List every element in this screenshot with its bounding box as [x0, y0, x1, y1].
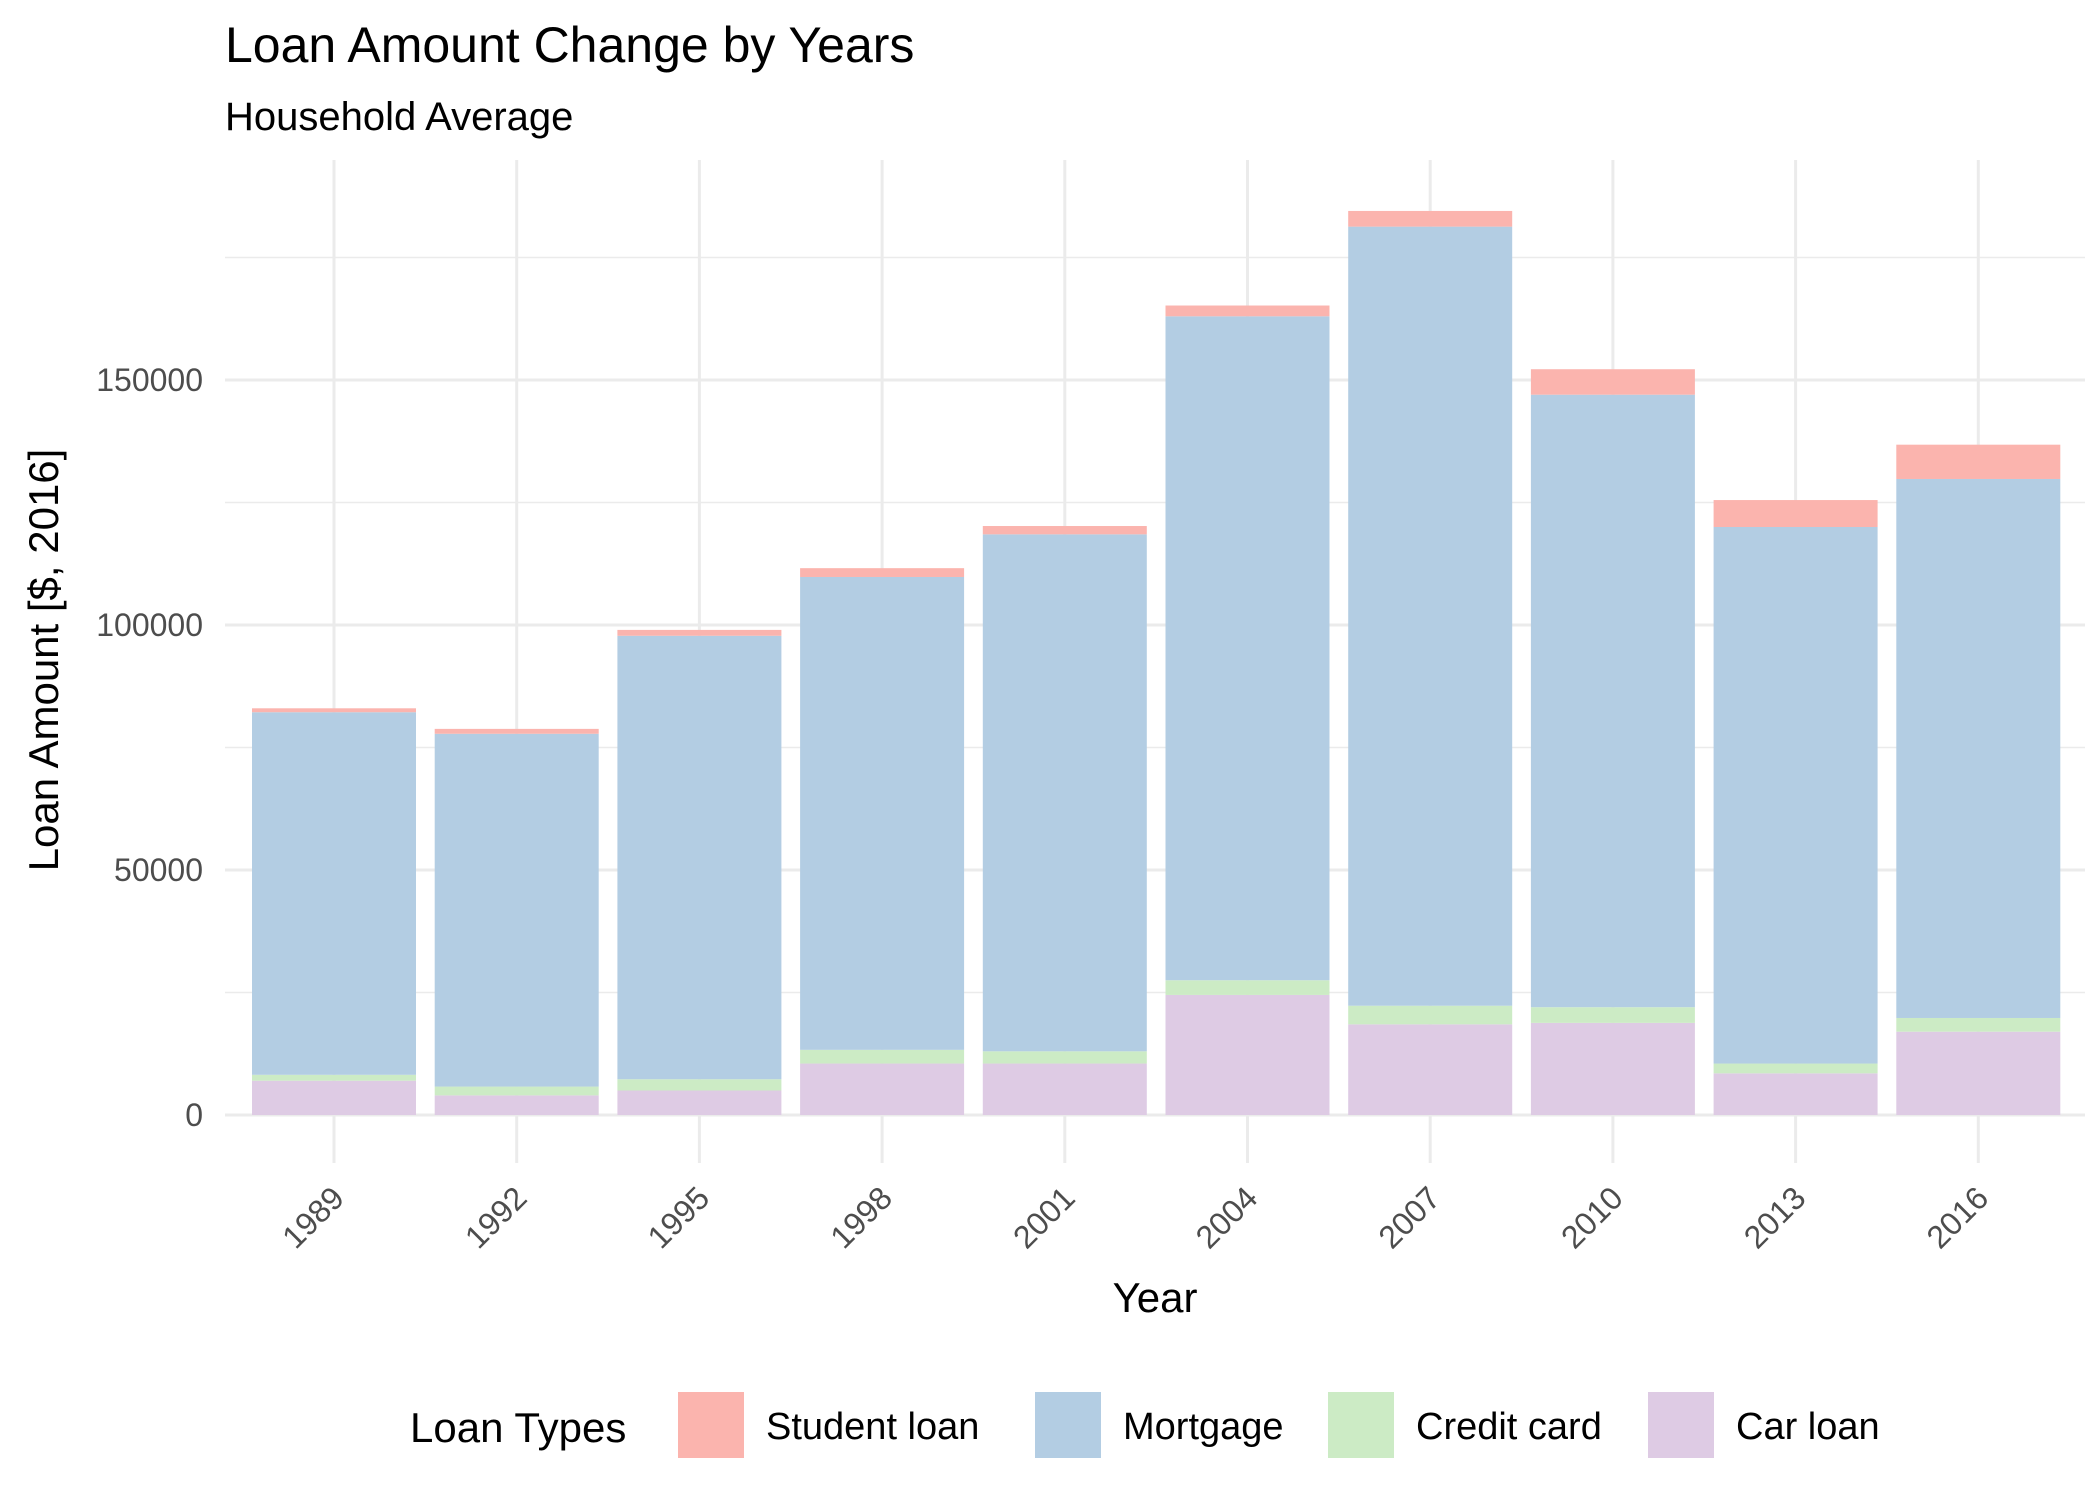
bar-student-loan-1998: [800, 568, 965, 577]
bar-credit-card-2013: [1713, 1063, 1878, 1074]
x-tick-label: 2010: [1554, 1179, 1630, 1255]
bar-student-loan-1989: [252, 708, 416, 713]
x-tick-label: 1992: [458, 1179, 534, 1255]
bar-credit-card-1989: [252, 1074, 416, 1081]
bar-student-loan-2013: [1713, 500, 1878, 527]
bar-car-loan-1989: [252, 1080, 416, 1115]
bar-car-loan-2010: [1530, 1022, 1695, 1115]
bar-mortgage-2001: [982, 534, 1147, 1052]
bar-mortgage-1992: [434, 733, 599, 1087]
legend-label-mortgage: Mortgage: [1123, 1406, 1284, 1448]
bar-student-loan-2007: [1348, 210, 1513, 227]
bar-student-loan-1992: [434, 728, 599, 734]
bar-student-loan-2004: [1165, 305, 1330, 317]
bar-credit-card-2007: [1348, 1005, 1513, 1025]
y-tick-label: 150000: [96, 362, 203, 398]
bar-credit-card-2016: [1896, 1017, 2061, 1032]
bar-student-loan-2016: [1896, 444, 2061, 479]
bar-car-loan-1998: [800, 1063, 965, 1115]
x-axis-ticks: 1989 1992 1995 1998 2001 2004 2007 2010 2013 2016: [275, 1179, 1995, 1255]
bar-credit-card-2001: [982, 1051, 1147, 1064]
bar-car-loan-2001: [982, 1063, 1147, 1115]
x-tick-label: 2016: [1919, 1179, 1995, 1255]
bar-car-loan-2016: [1896, 1031, 2061, 1115]
chart-subtitle: Household Average: [225, 95, 573, 139]
bar-mortgage-1995: [617, 635, 782, 1080]
bar-credit-card-2010: [1530, 1007, 1695, 1023]
bar-student-loan-1995: [617, 629, 782, 636]
bar-car-loan-2004: [1165, 994, 1330, 1115]
legend-key-credit-card: [1328, 1392, 1394, 1458]
y-axis-title: Loan Amount [$, 2016]: [20, 449, 67, 872]
y-tick-label: 50000: [114, 852, 203, 888]
chart-title: Loan Amount Change by Years: [225, 17, 914, 73]
legend-label-credit-card: Credit card: [1416, 1406, 1602, 1448]
bar-mortgage-2010: [1530, 394, 1695, 1008]
legend-label-car-loan: Car loan: [1736, 1406, 1880, 1448]
bar-credit-card-1992: [434, 1086, 599, 1096]
legend-key-student-loan: [678, 1392, 744, 1458]
bar-credit-card-1998: [800, 1049, 965, 1064]
bar-car-loan-1995: [617, 1090, 782, 1115]
y-axis-ticks: 0 50000 100000 150000: [96, 362, 203, 1133]
bar-credit-card-1995: [617, 1079, 782, 1091]
bar-mortgage-2016: [1896, 478, 2061, 1018]
bar-car-loan-2013: [1713, 1073, 1878, 1115]
legend-key-car-loan: [1648, 1392, 1714, 1458]
bars: [252, 210, 2061, 1115]
bar-car-loan-2007: [1348, 1024, 1513, 1115]
legend-key-mortgage: [1035, 1392, 1101, 1458]
bar-mortgage-2007: [1348, 226, 1513, 1006]
bar-student-loan-2010: [1530, 369, 1695, 395]
x-tick-label: 2013: [1737, 1179, 1813, 1255]
legend: Loan Types Student loan Mortgage Credit ca…: [410, 1392, 1880, 1458]
x-tick-label: 1998: [823, 1179, 899, 1255]
x-tick-label: 2004: [1189, 1179, 1265, 1255]
bar-mortgage-2004: [1165, 316, 1330, 981]
bar-car-loan-1992: [434, 1095, 599, 1115]
x-tick-label: 1995: [641, 1179, 717, 1255]
y-tick-label: 0: [185, 1097, 203, 1133]
bar-mortgage-1989: [252, 712, 416, 1075]
legend-title: Loan Types: [410, 1404, 626, 1451]
bar-student-loan-2001: [982, 526, 1147, 535]
legend-label-student-loan: Student loan: [766, 1406, 979, 1448]
x-axis-title: Year: [1113, 1274, 1198, 1321]
y-tick-label: 100000: [96, 607, 203, 643]
x-tick-label: 1989: [275, 1179, 351, 1255]
bar-mortgage-2013: [1713, 527, 1878, 1064]
x-tick-label: 2001: [1006, 1179, 1082, 1255]
bar-mortgage-1998: [800, 576, 965, 1050]
x-tick-label: 2007: [1371, 1179, 1447, 1255]
bar-credit-card-2004: [1165, 980, 1330, 995]
